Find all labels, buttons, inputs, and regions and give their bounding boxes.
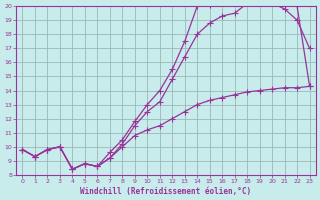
X-axis label: Windchill (Refroidissement éolien,°C): Windchill (Refroidissement éolien,°C) — [80, 187, 252, 196]
